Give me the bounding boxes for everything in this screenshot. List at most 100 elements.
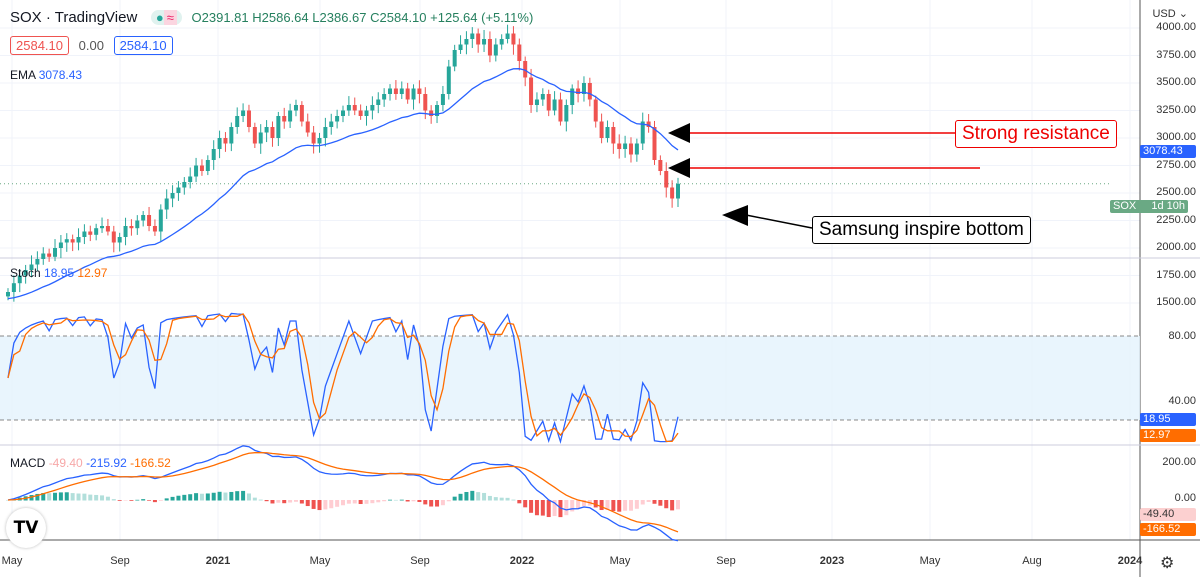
- time-axis-label: May: [309, 555, 331, 567]
- macd-histogram-bar: [6, 500, 10, 501]
- candle-body: [182, 182, 187, 188]
- currency-selector[interactable]: USD ⌄: [1152, 8, 1188, 20]
- macd-histogram-bar: [88, 494, 93, 501]
- stoch-label: Stoch: [10, 266, 41, 280]
- candle-body: [205, 160, 210, 171]
- macd-histogram-bar: [446, 500, 451, 502]
- macd-histogram-bar: [117, 500, 122, 501]
- candle-body: [258, 132, 263, 144]
- macd-histogram-bar: [429, 500, 434, 507]
- macd-histogram-bar: [47, 493, 52, 501]
- macd-histogram-bar: [564, 500, 569, 516]
- ohlc-high: H2586.64: [252, 10, 309, 25]
- tradingview-logo-icon[interactable]: TV: [6, 508, 46, 548]
- macd-histogram-bar: [534, 500, 539, 516]
- macd-legend[interactable]: MACD -49.40 -215.92 -166.52: [10, 456, 171, 470]
- macd-histogram-bar: [499, 497, 504, 501]
- candle-body: [517, 44, 522, 61]
- macd-histogram-bar: [135, 499, 140, 501]
- settings-gear-icon[interactable]: ⚙: [1160, 555, 1175, 572]
- candle-body: [440, 94, 445, 105]
- stoch-d-line: [7, 313, 679, 443]
- candle-body: [147, 215, 152, 226]
- stoch-legend[interactable]: Stoch 18.95 12.97: [10, 266, 107, 280]
- candle-body: [493, 44, 498, 56]
- sell-price-button[interactable]: 2584.10: [10, 36, 69, 55]
- macd-histogram-bar: [476, 492, 481, 501]
- price-axis-label: 3500.00: [1156, 76, 1196, 88]
- macd-histogram-bar: [593, 500, 598, 508]
- macd-histogram-bar: [382, 500, 387, 502]
- candle-body: [376, 99, 381, 105]
- time-axis-label: 2021: [205, 555, 231, 567]
- candle-body: [323, 127, 328, 138]
- candle-body: [299, 105, 304, 122]
- macd-histogram-bar: [311, 500, 316, 509]
- candle-body: [640, 121, 645, 144]
- macd-histogram-bar: [470, 490, 475, 501]
- candle-body: [141, 215, 146, 221]
- macd-histogram-bar: [258, 499, 263, 501]
- macd-histogram-bar: [523, 500, 528, 508]
- candle-body: [270, 127, 275, 138]
- candle-body: [94, 228, 99, 235]
- macd-histogram-bar: [517, 500, 522, 504]
- bottom-arrow-line: [745, 214, 813, 229]
- time-axis-label: May: [919, 555, 941, 567]
- candle-body: [576, 88, 581, 94]
- macd-histogram-bar: [335, 500, 340, 507]
- time-axis-label: Aug: [1022, 555, 1042, 567]
- time-axis-label: Sep: [110, 555, 130, 567]
- candle-body: [117, 237, 122, 243]
- macd-histogram-bar: [82, 493, 87, 501]
- macd-histogram-bar: [617, 500, 622, 512]
- ema-legend[interactable]: EMA 3078.43: [10, 68, 82, 82]
- time-axis-label: May: [1, 555, 23, 567]
- candle-body: [393, 88, 398, 94]
- candle-body: [70, 239, 75, 243]
- macd-histogram-bar: [152, 500, 157, 503]
- candle-body: [482, 39, 487, 45]
- macd-histogram-bar: [376, 500, 381, 503]
- macd-axis-200: 200.00: [1162, 456, 1196, 468]
- candle-body: [211, 149, 216, 160]
- candle-body: [288, 110, 293, 122]
- candle-body: [17, 275, 22, 284]
- macd-histogram-bar: [464, 491, 469, 501]
- macd-histogram-bar: [511, 499, 516, 501]
- candle-body: [529, 77, 534, 105]
- candle-body: [370, 105, 375, 111]
- candle-body: [229, 127, 234, 144]
- candle-body: [564, 105, 569, 122]
- candle-body: [6, 292, 10, 297]
- macd-histogram-bar: [317, 500, 322, 511]
- macd-histogram-bar: [440, 500, 445, 506]
- candle-body: [411, 88, 416, 100]
- candle-body: [235, 116, 240, 127]
- market-open-icon[interactable]: ● ≈: [150, 10, 182, 25]
- bottom-arrow-head-icon: [722, 205, 748, 226]
- macd-histogram-bar: [458, 493, 463, 501]
- stoch-k-value: 18.95: [44, 266, 75, 280]
- price-axis-label: 4000.00: [1156, 21, 1196, 33]
- macd-histogram-bar: [194, 493, 199, 501]
- macd-histogram-bar: [652, 500, 657, 504]
- macd-histogram-bar: [141, 499, 146, 501]
- time-axis-label: 2023: [819, 555, 845, 567]
- price-axis-label: 1750.00: [1156, 268, 1196, 281]
- candle-body: [188, 176, 193, 182]
- candle-body: [352, 105, 357, 111]
- macd-histogram-bar: [611, 500, 616, 512]
- candle-body: [534, 99, 539, 105]
- candle-body: [158, 209, 163, 232]
- macd-histogram-bar: [352, 500, 357, 504]
- macd-histogram-bar: [188, 494, 193, 501]
- candle-body: [623, 143, 628, 149]
- buy-price-button[interactable]: 2584.10: [113, 36, 173, 55]
- macd-label: MACD: [10, 456, 46, 470]
- macd-histogram-bar: [235, 491, 240, 501]
- macd-histogram-bar: [205, 493, 210, 501]
- candle-body: [64, 239, 69, 243]
- macd-histogram-bar: [35, 493, 40, 501]
